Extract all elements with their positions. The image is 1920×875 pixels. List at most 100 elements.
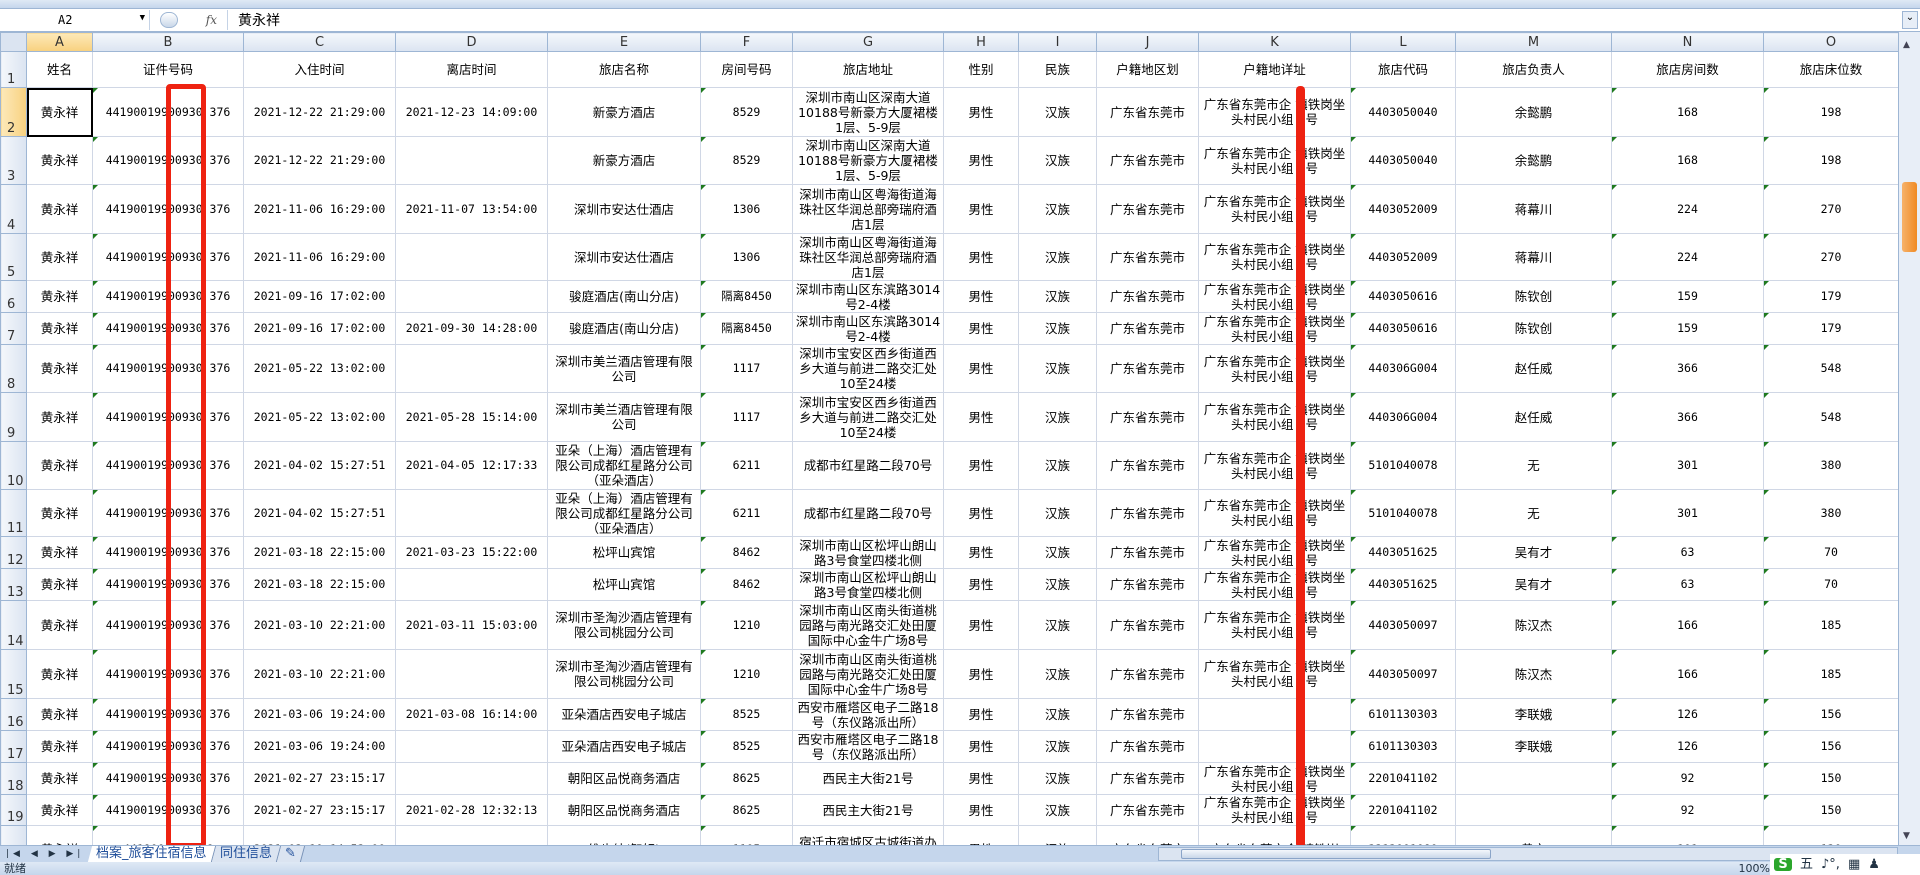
cell-B[interactable]: 44190019900930 376 <box>92 392 244 442</box>
cell-H[interactable]: 男性 <box>943 568 1019 601</box>
column-title[interactable]: 旅店床位数 <box>1763 51 1898 88</box>
cell-M[interactable]: 陈汉杰 <box>1455 649 1612 699</box>
cell-F[interactable]: 8625 <box>700 762 793 795</box>
punctuation-icon[interactable]: ♪°, <box>1821 857 1840 872</box>
vertical-scroll-thumb[interactable] <box>1902 182 1917 252</box>
cell-D[interactable] <box>395 489 548 537</box>
cell-N[interactable]: 126 <box>1611 730 1764 763</box>
column-header-F[interactable]: F <box>700 32 793 52</box>
cell-B[interactable]: 44190019900930 376 <box>92 762 244 795</box>
row-header[interactable]: 6 <box>0 280 27 313</box>
cell-L[interactable]: 440306G004 <box>1350 344 1456 393</box>
cell-M[interactable] <box>1455 762 1612 795</box>
cell-N[interactable]: 92 <box>1611 762 1764 795</box>
cell-E[interactable]: 骏庭酒店(南山分店) <box>547 312 701 345</box>
name-box[interactable]: A2 ▼ <box>0 10 150 30</box>
cell-N[interactable]: 224 <box>1611 184 1764 234</box>
cell-A[interactable]: 黄永祥 <box>26 280 93 313</box>
cell-K[interactable]: 广东省东莞市企 镇铁岗坐头村民小组 0号 <box>1198 536 1351 569</box>
cell-E[interactable]: 松坪山宾馆 <box>547 536 701 569</box>
cell-K[interactable]: 广东省东莞市企 镇铁岗 <box>1198 825 1351 845</box>
cell-A[interactable]: 黄永祥 <box>26 87 93 137</box>
cell-O[interactable]: 156 <box>1763 730 1898 763</box>
cell-M[interactable]: 蒋幕川 <box>1455 233 1612 281</box>
cell-A[interactable]: 黄永祥 <box>26 730 93 763</box>
cell-D[interactable] <box>395 762 548 795</box>
cell-B[interactable]: 44190019900930 376 <box>92 87 244 137</box>
cell-J[interactable]: 广东省东莞市 <box>1096 825 1199 845</box>
cell-F[interactable]: 1306 <box>700 184 793 234</box>
cell-J[interactable]: 广东省东莞市 <box>1096 392 1199 442</box>
cell-O[interactable]: 156 <box>1763 698 1898 731</box>
cell-H[interactable]: 男性 <box>943 312 1019 345</box>
cell-B[interactable]: 44190019900930 376 <box>92 344 244 393</box>
cell-G[interactable]: 深圳市南山区南头街道桃园路与南光路交汇处田厦国际中心金牛广场8号 <box>792 600 944 650</box>
cell-D[interactable] <box>395 649 548 699</box>
cell-N[interactable]: 166 <box>1611 649 1764 699</box>
sogou-ime-icon[interactable]: S <box>1774 858 1792 871</box>
cell-F[interactable]: 1117 <box>700 344 793 393</box>
cell-F[interactable]: 1306 <box>700 233 793 281</box>
column-title[interactable]: 旅店房间数 <box>1611 51 1764 88</box>
cell-A[interactable]: 黄永祥 <box>26 649 93 699</box>
cell-G[interactable]: 深圳市南山区松坪山朗山路3号食堂四楼北侧 <box>792 536 944 569</box>
row-header[interactable]: 12 <box>0 536 27 569</box>
cell-J[interactable]: 广东省东莞市 <box>1096 441 1199 490</box>
user-icon[interactable]: ♟ <box>1868 857 1880 872</box>
chevron-down-icon[interactable]: ▼ <box>139 13 145 23</box>
cell-M[interactable]: 余懿鹏 <box>1455 87 1612 137</box>
cell-L[interactable]: 4403052009 <box>1350 184 1456 234</box>
cell-I[interactable]: 汉族 <box>1018 312 1097 345</box>
cell-J[interactable]: 广东省东莞市 <box>1096 233 1199 281</box>
scroll-down-icon[interactable]: ▼ <box>1903 831 1910 841</box>
column-header-I[interactable]: I <box>1018 32 1097 52</box>
cell-L[interactable]: 4403050616 <box>1350 280 1456 313</box>
cell-L[interactable]: 440306G004 <box>1350 392 1456 442</box>
cell-D[interactable] <box>395 825 548 845</box>
cell-J[interactable]: 广东省东莞市 <box>1096 649 1199 699</box>
column-title[interactable]: 证件号码 <box>92 51 244 88</box>
cell-G[interactable]: 西民主大街21号 <box>792 762 944 795</box>
cell-F[interactable]: 8529 <box>700 87 793 137</box>
cell-A[interactable]: 黄永祥 <box>26 536 93 569</box>
formula-bar-resize-handle[interactable] <box>159 12 178 28</box>
cell-F[interactable]: 8529 <box>700 136 793 185</box>
cell-L[interactable]: 4403052009 <box>1350 233 1456 281</box>
cell-D[interactable]: 2021-04-05 12:17:33 <box>395 441 548 490</box>
cell-C[interactable]: 2021-03-10 22:21:00 <box>243 649 396 699</box>
cell-N[interactable]: 101 <box>1611 825 1764 845</box>
cell-O[interactable]: 548 <box>1763 344 1898 393</box>
cell-M[interactable]: 余懿鹏 <box>1455 136 1612 185</box>
cell-B[interactable]: 441900199 376 <box>92 825 244 845</box>
column-header-J[interactable]: J <box>1096 32 1199 52</box>
cell-A[interactable]: 黄永祥 <box>26 600 93 650</box>
cell-N[interactable]: 301 <box>1611 489 1764 537</box>
cell-F[interactable]: 8525 <box>700 730 793 763</box>
cell-N[interactable]: 166 <box>1611 600 1764 650</box>
cell-I[interactable]: 汉族 <box>1018 649 1097 699</box>
cell-J[interactable]: 广东省东莞市 <box>1096 794 1199 826</box>
cell-C[interactable]: 2021-12-22 21:29:00 <box>243 87 396 137</box>
cell-O[interactable]: 70 <box>1763 536 1898 569</box>
cell-K[interactable]: 广东省东莞市企 镇铁岗坐头村民小组 0号 <box>1198 392 1351 442</box>
cell-D[interactable]: 2021-03-23 15:22:00 <box>395 536 548 569</box>
cell-D[interactable]: 2021-03-11 15:03:00 <box>395 600 548 650</box>
cell-D[interactable] <box>395 136 548 185</box>
cell-N[interactable]: 63 <box>1611 536 1764 569</box>
cell-B[interactable]: 44190019900930 376 <box>92 312 244 345</box>
cell-F[interactable]: 1117 <box>700 392 793 442</box>
cell-G[interactable]: 深圳市南山区深南大道10188号新豪方大厦裙楼1层、5-9层 <box>792 87 944 137</box>
cell-G[interactable]: 深圳市南山区深南大道10188号新豪方大厦裙楼1层、5-9层 <box>792 136 944 185</box>
column-header-N[interactable]: N <box>1611 32 1764 52</box>
cell-A[interactable]: 黄永祥 <box>26 392 93 442</box>
cell-G[interactable]: 西安市雁塔区电子二路18号（东仪路派出所） <box>792 730 944 763</box>
cell-D[interactable]: 2021-03-08 16:14:00 <box>395 698 548 731</box>
cell-O[interactable]: 198 <box>1763 136 1898 185</box>
cell-B[interactable]: 44190019900930 376 <box>92 568 244 601</box>
cell-L[interactable]: 2201041102 <box>1350 794 1456 826</box>
scroll-up-icon[interactable]: ▲ <box>1903 40 1910 50</box>
cell-I[interactable]: 汉族 <box>1018 762 1097 795</box>
column-header-K[interactable]: K <box>1198 32 1351 52</box>
cell-N[interactable]: 159 <box>1611 312 1764 345</box>
cell-O[interactable]: 380 <box>1763 441 1898 490</box>
